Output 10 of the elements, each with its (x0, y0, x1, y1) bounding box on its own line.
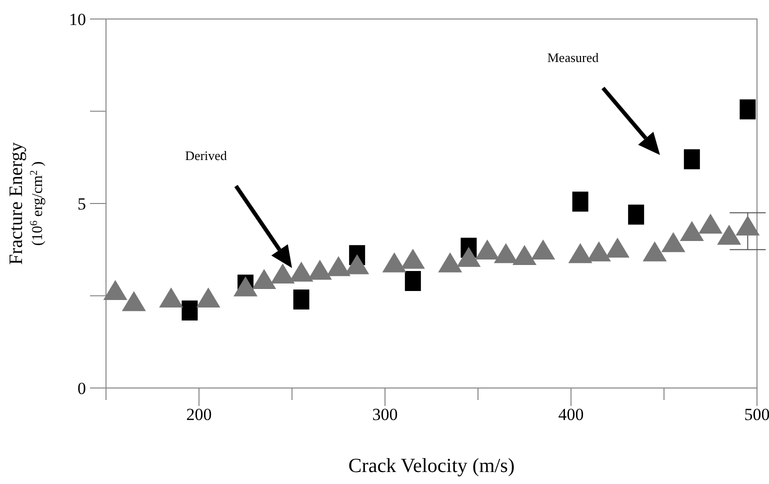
y-tick-label: 10 (69, 10, 86, 29)
x-tick-label: 400 (558, 405, 584, 424)
x-tick-label: 300 (372, 405, 398, 424)
x-tick-label: 200 (186, 405, 212, 424)
x-axis-title: Crack Velocity (m/s) (348, 455, 515, 477)
y-tick-label: 5 (78, 194, 86, 214)
x-tick-label: 500 (744, 405, 769, 424)
y-tick-label: 0 (78, 379, 86, 398)
annotation: Measured (547, 50, 600, 65)
annotation: Derived (185, 148, 228, 163)
